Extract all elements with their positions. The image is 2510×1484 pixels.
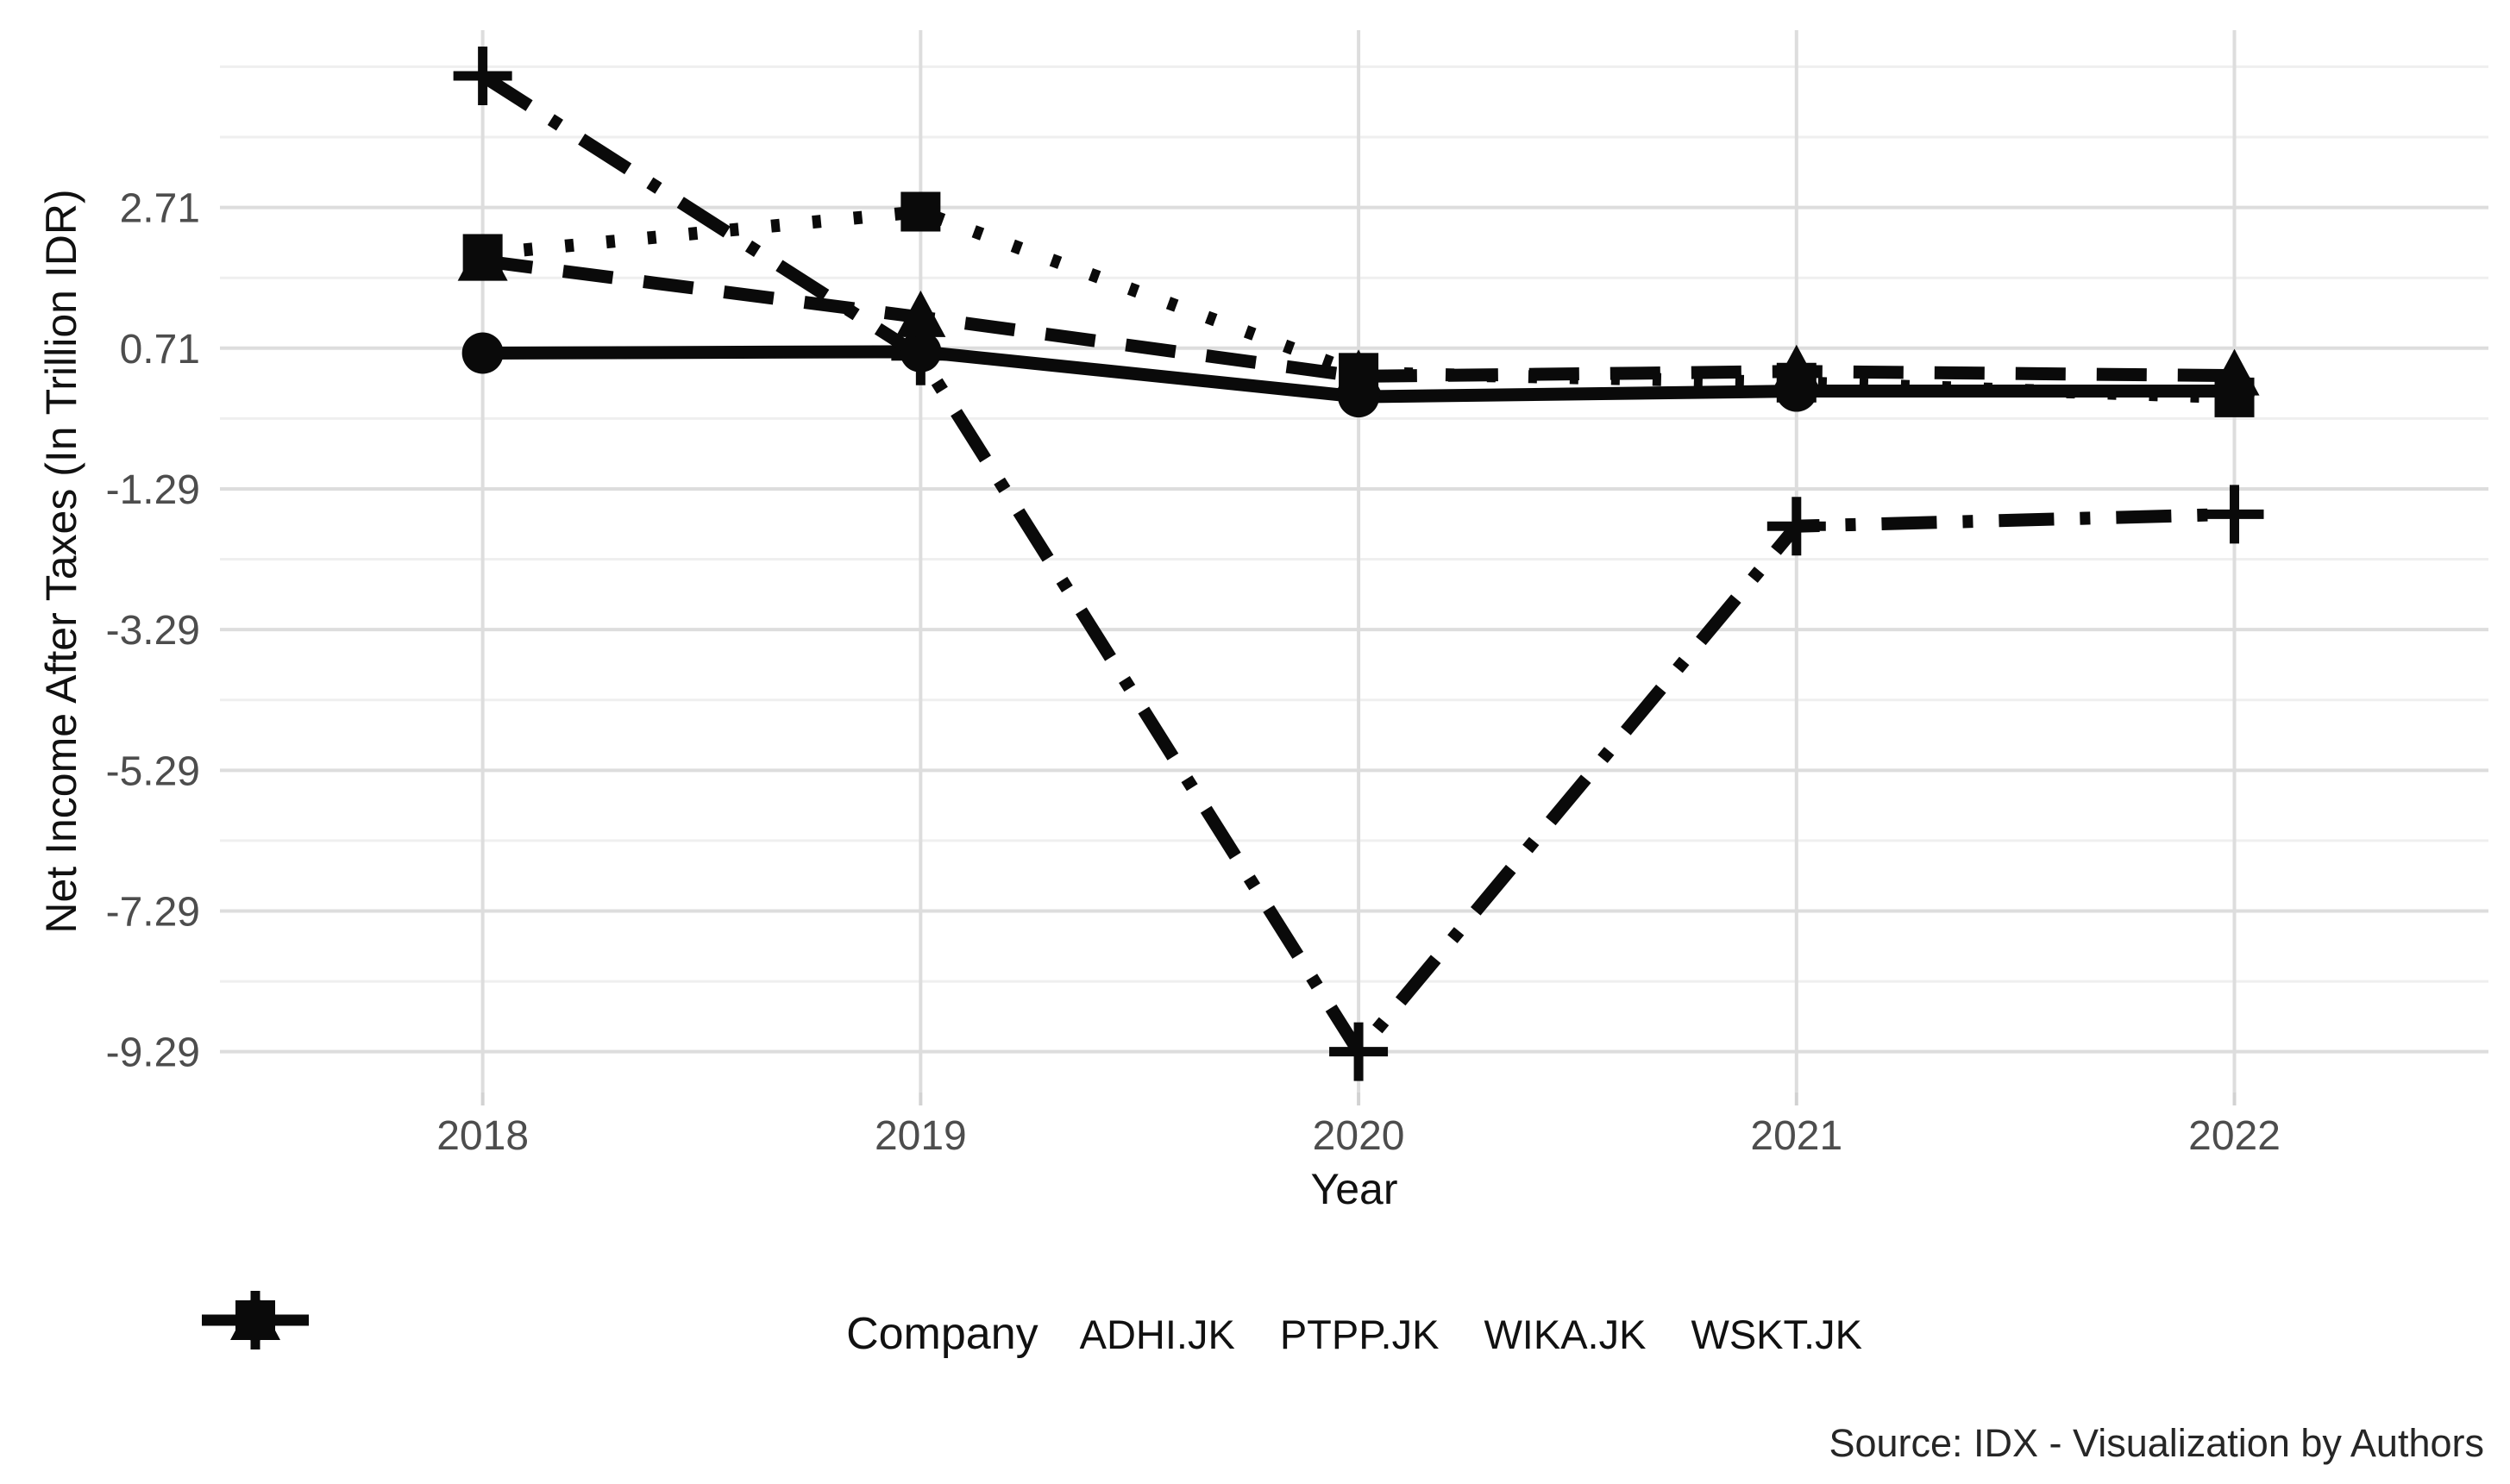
legend-item-label: PTPP.JK — [1279, 1311, 1440, 1357]
series-line-PTPP.JK — [481, 254, 2235, 383]
source-note: Source: IDX - Visualization by Authors — [1829, 1421, 2484, 1465]
axis-tick-labels: 2.71 0.71 -1.29 -3.29 -5.29 -7.29 -9.29 2018 201… — [106, 186, 2281, 1159]
y-tick-label: -3.29 — [106, 608, 200, 654]
series-markers — [453, 47, 2264, 1081]
x-tick-label: 2021 — [1750, 1113, 1842, 1159]
data-point-WIKA.JK — [900, 191, 941, 232]
data-point-WSKT.JK — [1329, 1022, 1389, 1081]
y-tick-label: -5.29 — [106, 748, 200, 794]
x-tick-label: 2018 — [436, 1113, 529, 1159]
legend-items: ADHI.JK PTPP.JK WIKA.JK WSKT.JK — [202, 1291, 1862, 1358]
y-tick-label: -1.29 — [106, 467, 200, 513]
data-point-WSKT.JK — [1766, 497, 1826, 556]
axis-ticks — [480, 1093, 2237, 1105]
data-point-WIKA.JK — [1776, 362, 1817, 403]
legend-key-marker — [226, 1291, 285, 1349]
legend-item-PTPP.JK: PTPP.JK — [202, 1293, 1440, 1358]
data-point-WSKT.JK — [2205, 485, 2264, 544]
data-point-PTPP.JK — [895, 290, 946, 337]
gridlines — [220, 30, 2488, 1093]
data-point-WIKA.JK — [462, 234, 503, 274]
data-point-WSKT.JK — [891, 326, 951, 385]
x-tick-label: 2022 — [2188, 1113, 2281, 1159]
legend-item-WSKT.JK: WSKT.JK — [202, 1291, 1862, 1358]
legend-item-ADHI.JK: ADHI.JK — [202, 1299, 1235, 1358]
y-tick-label: 2.71 — [120, 186, 200, 232]
legend-item-label: WSKT.JK — [1691, 1311, 1862, 1357]
data-point-WSKT.JK — [453, 47, 512, 106]
legend-item-label: WIKA.JK — [1484, 1311, 1647, 1357]
x-axis-title: Year — [1310, 1165, 1397, 1213]
legend-title: Company — [846, 1309, 1039, 1359]
x-tick-label: 2019 — [875, 1113, 967, 1159]
y-tick-label: -9.29 — [106, 1030, 200, 1076]
legend-key-plus-icon — [202, 1291, 309, 1349]
y-axis-title: Net Income After Taxes (In Trillion IDR) — [37, 189, 85, 933]
y-tick-label: -7.29 — [106, 889, 200, 935]
legend-item-WIKA.JK: WIKA.JK — [202, 1300, 1647, 1358]
legend: Company ADHI.JK PTPP.JK WIKA.JK WSKT.JK — [198, 1289, 2510, 1379]
data-point-WIKA.JK — [2214, 377, 2255, 417]
series-line-WIKA.JK — [481, 204, 2235, 404]
data-point-ADHI.JK — [461, 332, 504, 374]
y-tick-label: 0.71 — [120, 327, 200, 373]
x-tick-label: 2020 — [1313, 1113, 1405, 1159]
data-point-WIKA.JK — [1339, 353, 1379, 393]
legend-item-label: ADHI.JK — [1079, 1311, 1235, 1357]
